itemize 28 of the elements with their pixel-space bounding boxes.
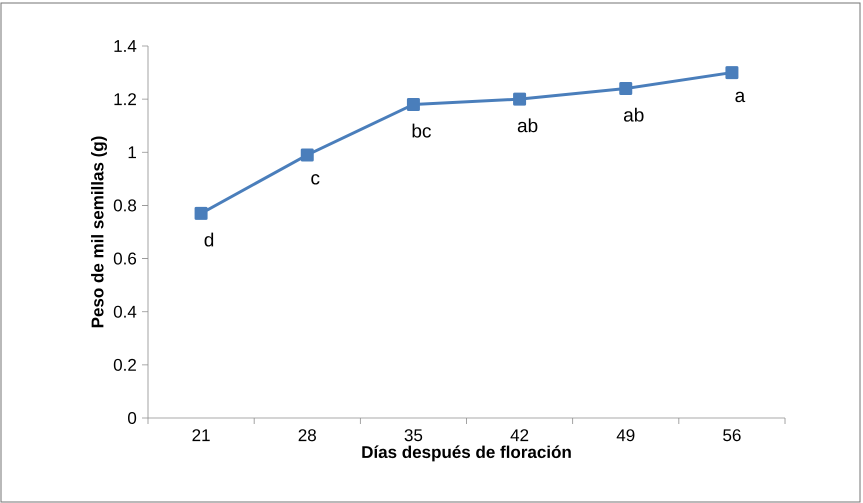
x-tick-label: 35 xyxy=(404,429,422,442)
point xyxy=(513,92,526,106)
x-tick-label: 49 xyxy=(616,429,634,442)
point xyxy=(725,66,738,80)
annotation: ab xyxy=(624,108,644,122)
x-tick-label: 28 xyxy=(298,429,316,442)
y-axis-title: Peso de mil semillas (g) xyxy=(91,136,107,328)
annotation: a xyxy=(735,92,746,102)
y-tick-label: 0 xyxy=(128,412,136,424)
x-tick-label: 42 xyxy=(510,429,528,442)
y-tick-label: 1.4 xyxy=(114,40,136,52)
annotation: bc xyxy=(412,124,431,138)
x-tick-label: 56 xyxy=(723,429,741,442)
annotation: d xyxy=(204,232,214,247)
y-tick-label: 0.6 xyxy=(114,252,136,265)
y-tick-label: 0.4 xyxy=(114,306,136,318)
point xyxy=(406,98,420,111)
annotation: ab xyxy=(518,118,538,132)
x-tick-label: 21 xyxy=(192,429,210,442)
point xyxy=(619,82,632,96)
point xyxy=(300,148,314,162)
y-tick-label: 0.8 xyxy=(114,199,136,212)
point xyxy=(194,206,208,220)
y-tick-label: 1 xyxy=(128,146,136,158)
x-axis-title: Días después de floración xyxy=(362,445,571,462)
y-tick-label: 1.2 xyxy=(114,93,136,106)
y-tick-label: 0.2 xyxy=(114,358,136,371)
annotation: c xyxy=(311,174,320,185)
